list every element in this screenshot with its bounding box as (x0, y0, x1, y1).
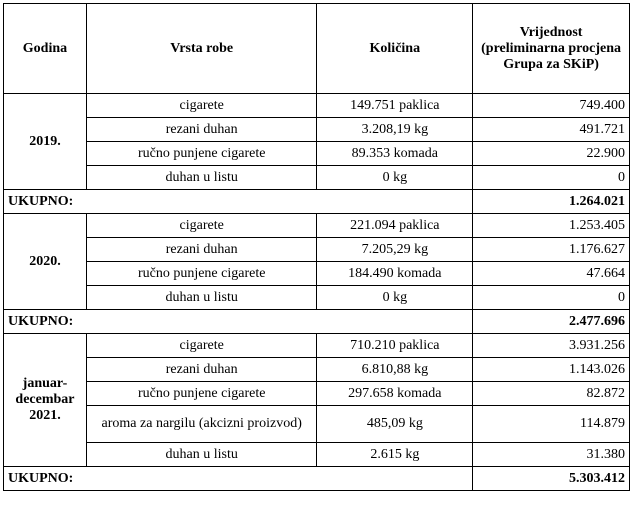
value-cell: 749.400 (472, 93, 630, 118)
quantity-cell: 0 kg (316, 285, 474, 310)
total-label: UKUPNO: (2, 466, 474, 491)
total-label: UKUPNO: (2, 189, 474, 214)
quantity-cell: 3.208,19 kg (316, 117, 474, 142)
year-cell: 2019. (3, 93, 87, 190)
quantity-cell: 710.210 paklica (316, 333, 474, 358)
value-cell: 1.253.405 (472, 213, 630, 238)
year-cell: 2020. (3, 213, 87, 310)
total-row: UKUPNO: 2.477.696 (2, 309, 630, 334)
year-cell: januar-decembar 2021. (3, 333, 87, 467)
header-type: Vrsta robe (85, 3, 318, 94)
value-cell: 82.872 (472, 381, 630, 406)
quantity-cell: 221.094 paklica (316, 213, 474, 238)
total-value: 5.303.412 (472, 466, 630, 491)
quantity-cell: 297.658 komada (316, 381, 474, 406)
value-cell: 0 (472, 285, 630, 310)
quantity-cell: 89.353 komada (316, 141, 474, 166)
value-cell: 1.176.627 (472, 237, 630, 262)
type-cell: ručno punjene cigarete (85, 141, 318, 166)
total-label: UKUPNO: (2, 309, 474, 334)
type-cell: duhan u listu (85, 285, 318, 310)
quantity-cell: 0 kg (316, 165, 474, 190)
value-cell: 47.664 (472, 261, 630, 286)
table-row: rezani duhan 3.208,19 kg 491.721 (4, 117, 630, 142)
type-cell: duhan u listu (85, 442, 318, 467)
type-cell: aroma za nargilu (akcizni proizvod) (85, 405, 318, 443)
value-cell: 31.380 (472, 442, 630, 467)
total-row: UKUPNO: 5.303.412 (2, 466, 630, 491)
value-cell: 22.900 (472, 141, 630, 166)
quantity-cell: 7.205,29 kg (316, 237, 474, 262)
total-row: UKUPNO: 1.264.021 (2, 189, 630, 214)
quantity-cell: 149.751 paklica (316, 93, 474, 118)
value-cell: 3.931.256 (472, 333, 630, 358)
table-row: duhan u listu 2.615 kg 31.380 (4, 442, 630, 467)
type-cell: rezani duhan (85, 237, 318, 262)
total-value: 1.264.021 (472, 189, 630, 214)
type-cell: rezani duhan (85, 117, 318, 142)
value-cell: 1.143.026 (472, 357, 630, 382)
value-cell: 491.721 (472, 117, 630, 142)
tobacco-seizure-table: Godina Vrsta robe Količina Vrijednost (p… (2, 3, 630, 491)
quantity-cell: 184.490 komada (316, 261, 474, 286)
table-row: 2020. cigarete 221.094 paklica 1.253.405 (3, 213, 630, 310)
table-row: duhan u listu 0 kg 0 (4, 285, 630, 310)
quantity-cell: 2.615 kg (316, 442, 474, 467)
type-cell: ručno punjene cigarete (85, 381, 318, 406)
table-row: januar-decembar 2021. cigarete 710.210 p… (3, 333, 630, 467)
header-value: Vrijednost (preliminarna procjena Grupa … (472, 3, 630, 94)
type-cell: ručno punjene cigarete (85, 261, 318, 286)
type-cell: cigarete (85, 213, 318, 238)
table-row: ručno punjene cigarete 89.353 komada 22.… (4, 141, 630, 166)
table-row: rezani duhan 6.810,88 kg 1.143.026 (4, 357, 630, 382)
type-cell: cigarete (85, 333, 318, 358)
quantity-cell: 485,09 kg (316, 405, 474, 443)
value-cell: 0 (472, 165, 630, 190)
table-row: ručno punjene cigarete 297.658 komada 82… (4, 381, 630, 406)
type-cell: rezani duhan (85, 357, 318, 382)
table-row: duhan u listu 0 kg 0 (4, 165, 630, 190)
table-row: ručno punjene cigarete 184.490 komada 47… (4, 261, 630, 286)
quantity-cell: 6.810,88 kg (316, 357, 474, 382)
table-row: rezani duhan 7.205,29 kg 1.176.627 (4, 237, 630, 262)
value-cell: 114.879 (472, 405, 630, 443)
type-cell: cigarete (85, 93, 318, 118)
total-value: 2.477.696 (472, 309, 630, 334)
header-year: Godina (3, 3, 87, 94)
header-quantity: Količina (316, 3, 474, 94)
type-cell: duhan u listu (85, 165, 318, 190)
table-row: 2019. cigarete 149.751 paklica 749.400 (3, 93, 630, 190)
table-row: aroma za nargilu (akcizni proizvod) 485,… (4, 405, 630, 443)
